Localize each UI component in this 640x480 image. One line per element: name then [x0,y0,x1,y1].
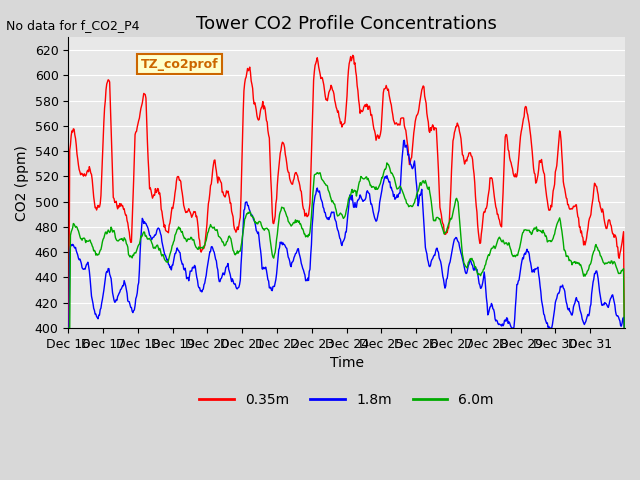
X-axis label: Time: Time [330,356,364,370]
Title: Tower CO2 Profile Concentrations: Tower CO2 Profile Concentrations [196,15,497,33]
Y-axis label: CO2 (ppm): CO2 (ppm) [15,145,29,221]
Text: No data for f_CO2_P4: No data for f_CO2_P4 [6,19,140,32]
Text: TZ_co2prof: TZ_co2prof [141,58,218,71]
Legend: 0.35m, 1.8m, 6.0m: 0.35m, 1.8m, 6.0m [194,387,499,412]
